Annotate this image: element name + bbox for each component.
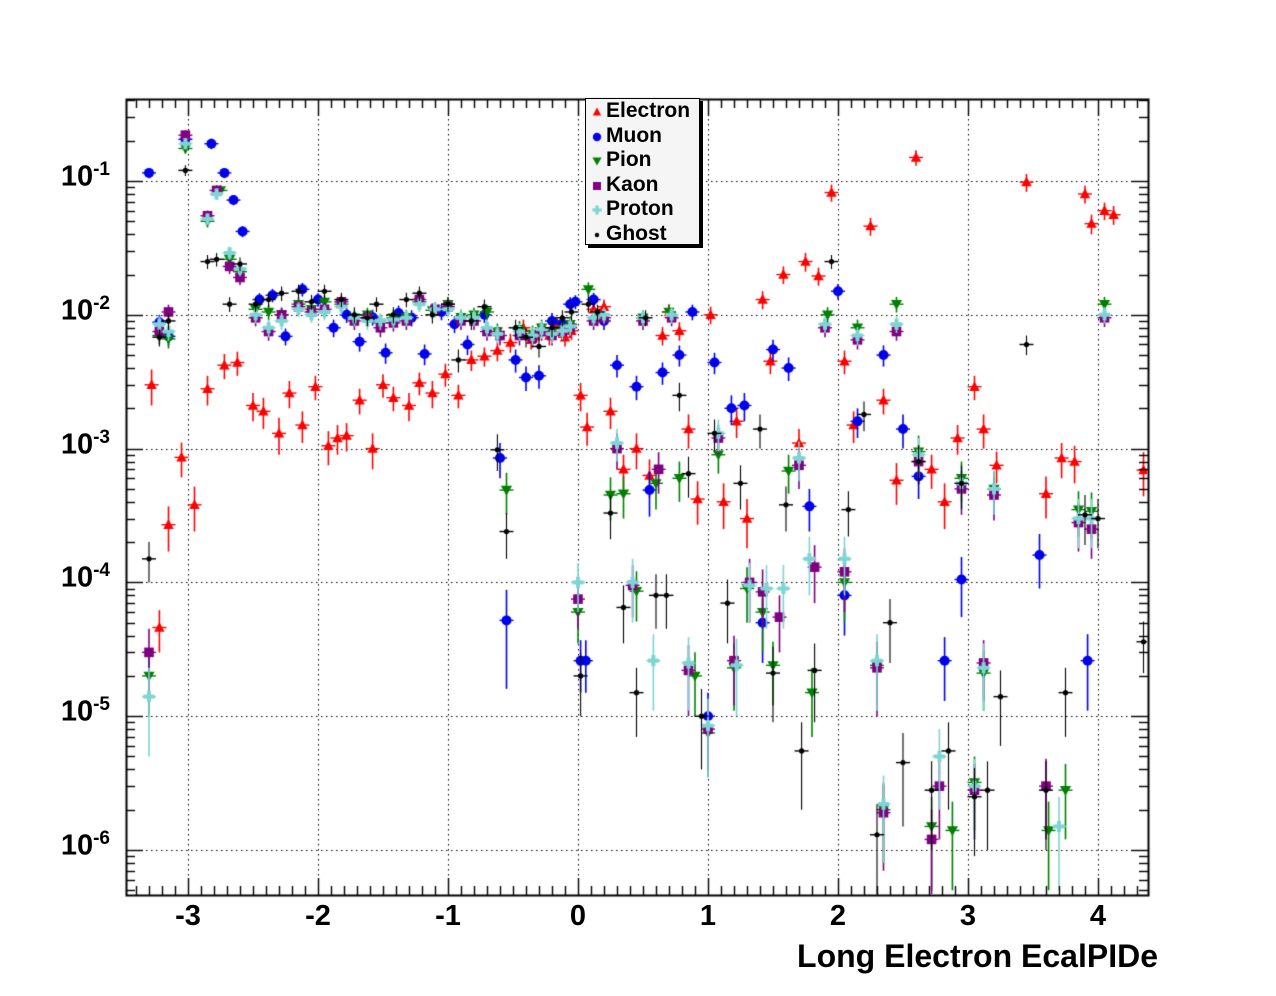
y-tick-label: 10-3 bbox=[60, 426, 110, 461]
legend-item-pion[interactable]: Pion bbox=[586, 148, 699, 173]
x-tick-label: 0 bbox=[569, 900, 587, 932]
legend-item-kaon[interactable]: Kaon bbox=[586, 173, 699, 198]
x-tick-label: -1 bbox=[435, 900, 461, 932]
legend-item-muon[interactable]: Muon bbox=[586, 124, 699, 149]
legend-item-electron[interactable]: Electron bbox=[586, 99, 699, 124]
legend-item-label: Ghost bbox=[606, 221, 667, 245]
x-tick-label: 4 bbox=[1089, 900, 1107, 932]
triangle-up-icon bbox=[588, 101, 605, 122]
cross-icon bbox=[588, 199, 605, 220]
legend-item-label: Pion bbox=[606, 148, 652, 172]
triangle-down-icon bbox=[588, 150, 605, 171]
legend-item-label: Proton bbox=[606, 197, 674, 221]
y-tick-label: 10-2 bbox=[60, 292, 110, 327]
y-tick-label: 10-6 bbox=[60, 828, 110, 862]
x-tick-label: -2 bbox=[305, 900, 331, 932]
dot-icon bbox=[588, 223, 605, 244]
legend: Electron Muon Pion Kaon Proton Ghost bbox=[585, 98, 700, 245]
legend-item-proton[interactable]: Proton bbox=[586, 197, 699, 222]
circle-icon bbox=[588, 125, 605, 146]
x-tick-label: -3 bbox=[175, 900, 201, 932]
x-tick-label: 3 bbox=[959, 900, 977, 932]
x-tick-label: 1 bbox=[699, 900, 717, 932]
legend-item-label: Kaon bbox=[606, 172, 659, 196]
y-tick-label: 10-1 bbox=[60, 159, 110, 193]
legend-item-label: Muon bbox=[606, 123, 662, 147]
y-tick-label: 10-5 bbox=[60, 694, 110, 728]
legend-item-ghost[interactable]: Ghost bbox=[586, 222, 699, 247]
x-axis-title: Long Electron EcalPIDe bbox=[797, 938, 1158, 974]
y-tick-label: 10-4 bbox=[60, 560, 110, 595]
legend-item-label: Electron bbox=[606, 99, 691, 123]
square-icon bbox=[588, 174, 605, 195]
x-tick-label: 2 bbox=[829, 900, 847, 932]
